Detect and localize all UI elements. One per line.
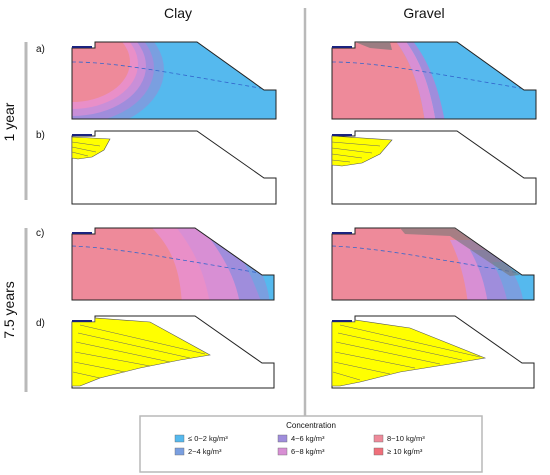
panel-c-clay [71, 227, 275, 301]
legend-swatch-1 [174, 447, 185, 456]
legend-swatch-5 [373, 447, 384, 456]
panel-label-c: c) [36, 228, 44, 239]
legend-label-4: 8−10 kg/m³ [387, 434, 425, 443]
legend-label-2: 4−6 kg/m³ [291, 434, 325, 443]
row-title-7-5years: 7.5 years [1, 281, 17, 339]
column-title-gravel: Gravel [403, 5, 444, 21]
panel-a-gravel [331, 41, 537, 120]
panel-b-gravel [331, 130, 537, 205]
panel-label-d: d) [36, 318, 45, 329]
panel-label-b: b) [36, 130, 45, 141]
legend-label-0: ≤ 0−2 kg/m³ [188, 434, 228, 443]
column-title-clay: Clay [164, 5, 192, 21]
row-title-1year: 1 year [1, 102, 17, 141]
legend-swatch-3 [277, 447, 288, 456]
panel-b-clay [71, 130, 277, 205]
panel-a-clay [71, 41, 277, 120]
panel-d-gravel [331, 315, 535, 389]
panel-d-clay [71, 315, 275, 389]
legend-swatch-0 [174, 434, 185, 443]
legend-label-3: 6−8 kg/m³ [291, 447, 325, 456]
legend-title: Concentration [286, 421, 336, 430]
legend-swatch-4 [373, 434, 384, 443]
legend-label-5: ≥ 10 kg/m³ [387, 447, 423, 456]
panel-c-gravel [331, 227, 535, 301]
panel-label-a: a) [36, 44, 45, 55]
legend-label-1: 2−4 kg/m³ [188, 447, 222, 456]
legend-swatch-2 [277, 434, 288, 443]
legend: Concentration ≤ 0−2 kg/m³ 2−4 kg/m³ 4−6 … [139, 415, 483, 473]
